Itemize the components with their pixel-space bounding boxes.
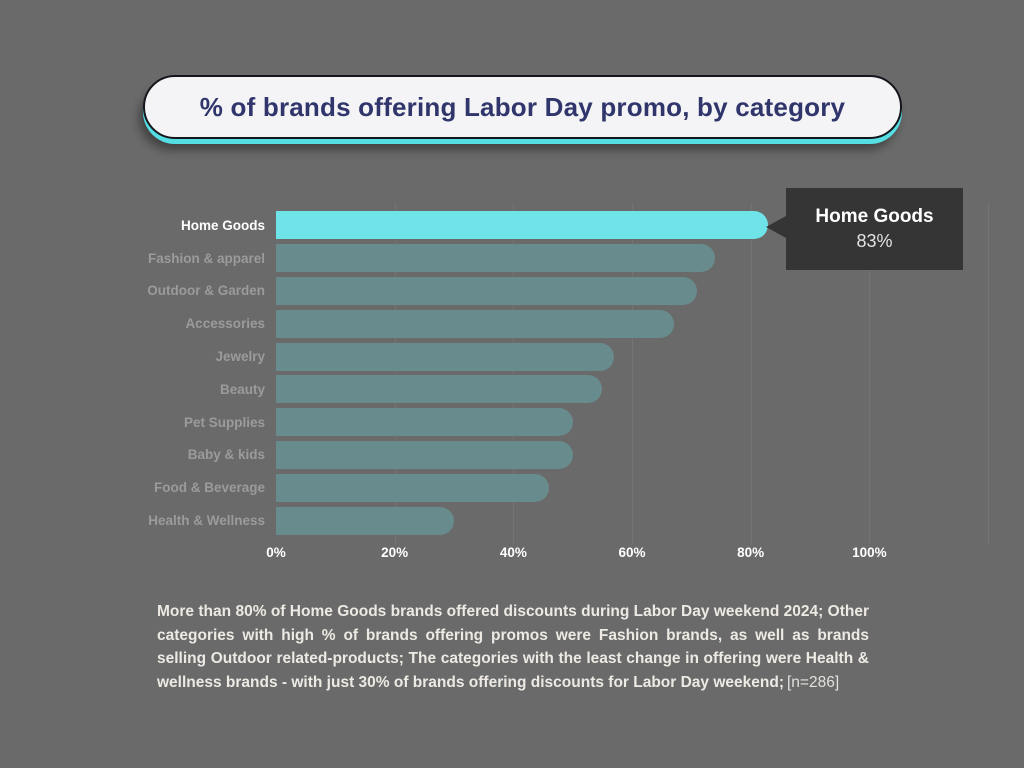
bar-row: Beauty: [136, 373, 988, 406]
bar: [276, 309, 674, 338]
bar-track: [276, 506, 988, 535]
bar-row: Health & Wellness: [136, 504, 988, 537]
bar-row: Pet Supplies: [136, 406, 988, 439]
x-axis: 0% 20% 40% 60% 80% 100%: [266, 545, 988, 563]
bar-track: [276, 309, 988, 338]
gridline: [394, 203, 396, 544]
bar: [276, 342, 615, 371]
tooltip-title: Home Goods: [815, 206, 934, 227]
bar: [276, 506, 454, 535]
bar-track: [276, 440, 988, 469]
bar: [276, 211, 769, 240]
sample-size-note: [n=286]: [787, 673, 840, 691]
caption: More than 80% of Home Goods brands offer…: [157, 600, 869, 694]
bar-chart: Home Goods Fashion & apparel Outdoor & Gar…: [136, 203, 989, 569]
bar-track: [276, 211, 988, 240]
bar: [276, 244, 716, 273]
bar-row: Home Goods: [136, 209, 988, 242]
category-label: Pet Supplies: [183, 414, 265, 430]
gridlines: [276, 203, 989, 544]
gridline: [513, 203, 515, 544]
gridline: [750, 203, 752, 544]
category-label: Home Goods: [180, 217, 265, 233]
tooltip: Home Goods 83%: [766, 188, 963, 270]
category-label: Outdoor & Garden: [147, 283, 265, 299]
bar-row: Food & Beverage: [136, 471, 988, 504]
tooltip-value: 83%: [856, 231, 893, 251]
bar-track: [276, 408, 988, 437]
caption-text: More than 80% of Home Goods brands offer…: [157, 603, 869, 691]
bar-track: [276, 473, 988, 502]
bar-track: [276, 244, 988, 273]
x-axis-tick-label: 100%: [852, 545, 887, 560]
x-axis-tick-label: 20%: [381, 545, 409, 560]
x-axis-tick-label: 40%: [499, 545, 527, 560]
gridline: [869, 203, 871, 544]
bar: [276, 408, 573, 437]
category-label: Health & Wellness: [148, 513, 265, 529]
bar-track: [276, 276, 988, 305]
title-banner: % of brands offering Labor Day promo, by…: [143, 75, 902, 139]
category-label: Accessories: [185, 316, 265, 332]
bar-row: Outdoor & Garden: [136, 275, 988, 308]
bar-row: Fashion & apparel: [136, 242, 988, 275]
bar: [276, 276, 698, 305]
bar-row: Baby & kids: [136, 439, 988, 472]
x-axis-tick-label: 80%: [737, 545, 765, 560]
chart-title: % of brands offering Labor Day promo, by…: [199, 91, 846, 122]
bar: [276, 440, 573, 469]
category-label: Beauty: [219, 381, 265, 397]
bar: [276, 375, 603, 404]
gridline: [988, 203, 989, 544]
bar-rows: Home Goods Fashion & apparel Outdoor & Gar…: [136, 209, 988, 537]
bar-track: [276, 375, 988, 404]
category-label: Fashion & apparel: [147, 250, 265, 266]
category-label: Baby & kids: [187, 447, 265, 463]
category-label: Food & Beverage: [153, 480, 265, 496]
category-label: Jewelry: [215, 349, 265, 365]
gridline: [632, 203, 633, 544]
bar: [276, 473, 549, 502]
x-axis-tick-label: 60%: [618, 545, 646, 560]
tooltip-arrow-icon: [766, 216, 786, 238]
bar-row: Jewelry: [136, 340, 988, 373]
bar-track: [276, 342, 988, 371]
bar-row: Accessories: [136, 307, 988, 340]
x-axis-tick-label: 0%: [266, 545, 286, 560]
